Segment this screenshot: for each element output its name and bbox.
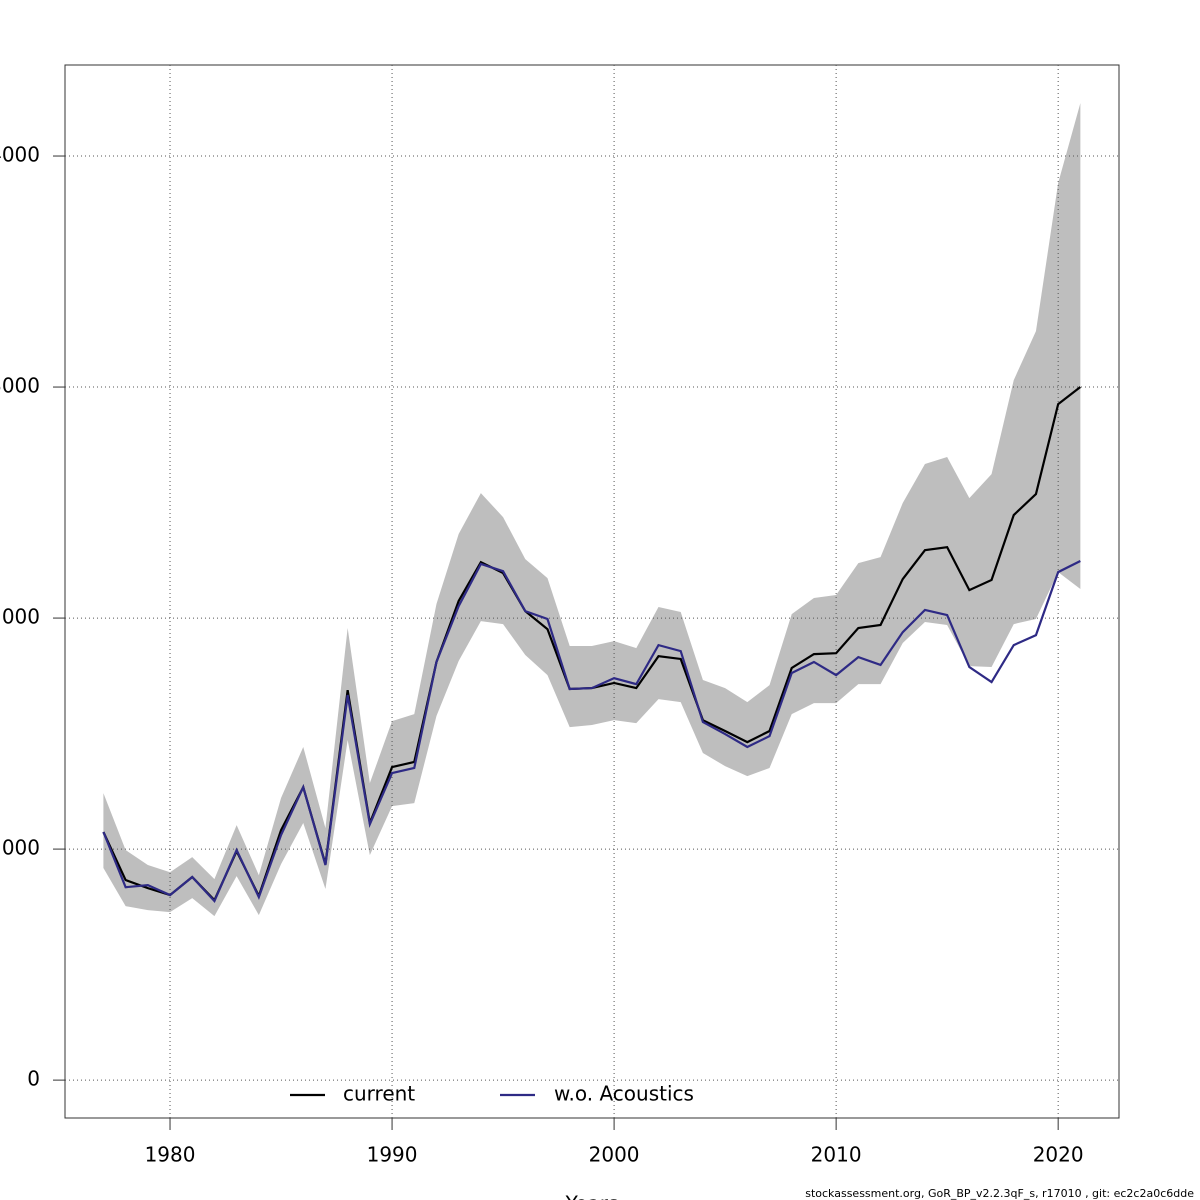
series-line <box>102 560 1081 904</box>
legend-label: current <box>343 1082 415 1106</box>
y-tick-label: 4000 <box>0 143 40 167</box>
plot-frame <box>64 64 1120 1119</box>
x-tick-label: 1980 <box>145 1143 196 1167</box>
y-tick-label: 2000 <box>0 605 40 629</box>
x-tick-label: 1990 <box>367 1143 418 1167</box>
x-tick-label: 2000 <box>589 1143 640 1167</box>
confidence-band <box>103 103 1081 917</box>
x-tick-label: 2010 <box>811 1143 862 1167</box>
footer: stockassessment.org, GoR_BP_v2.2.3qF_s, … <box>805 1187 1194 1200</box>
legend-label: w.o. Acoustics <box>554 1082 694 1106</box>
y-tick-label: 0 <box>27 1067 40 1091</box>
y-tick-label: 1000 <box>0 836 40 860</box>
x-tick-label: 2020 <box>1033 1143 1084 1167</box>
x-axis-label: Years <box>565 1192 619 1200</box>
y-tick-label: 3000 <box>0 374 40 398</box>
